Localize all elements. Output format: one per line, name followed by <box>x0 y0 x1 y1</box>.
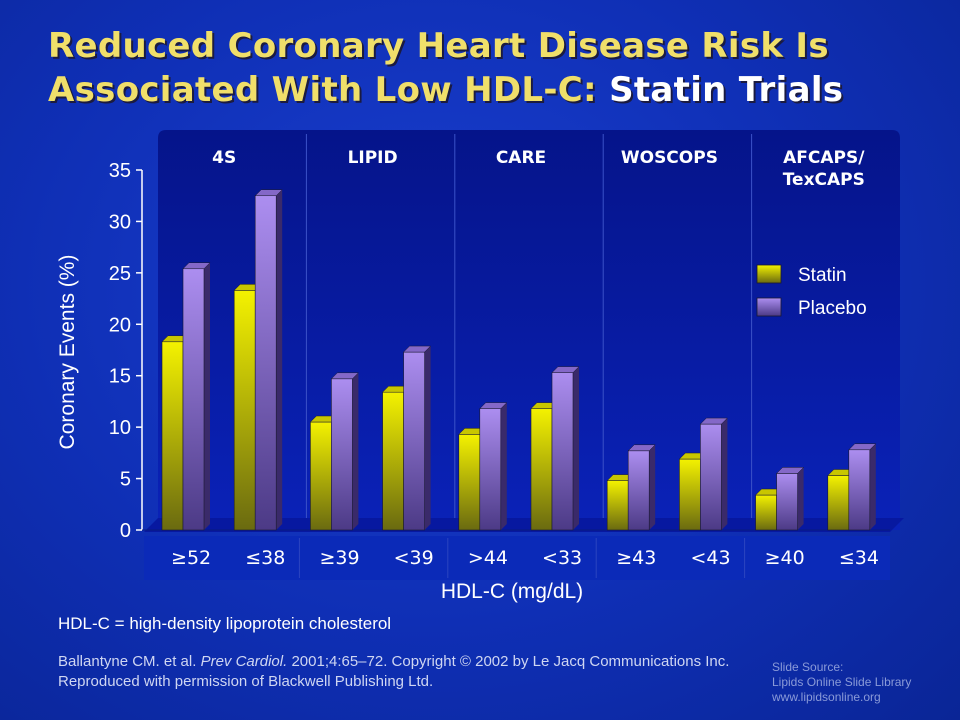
title-line-1: Reduced Coronary Heart Disease Risk Is <box>48 26 829 66</box>
statin-legend-swatch <box>756 264 782 284</box>
statin-bar <box>530 408 553 531</box>
statin-legend-label: Statin <box>798 265 847 286</box>
placebo-bar <box>776 473 798 531</box>
slide-source: Slide Source: Lipids Online Slide Librar… <box>772 660 911 705</box>
labels: 4S LIPID CARE WOSCOPS AFCAPS/TexCAPS ≥52 ≤38 ≥3… <box>171 148 879 569</box>
group-title: CARE <box>496 148 546 168</box>
category-label: <39 <box>394 547 434 569</box>
statin-bar <box>161 341 184 531</box>
category-label: ≤38 <box>245 547 285 569</box>
statin-bar <box>233 290 256 531</box>
y-tick-label: 0 <box>120 520 131 542</box>
placebo-bar <box>254 195 277 531</box>
placebo-bar-side <box>500 402 507 530</box>
placebo-bar-top <box>254 189 283 196</box>
placebo-bar-side <box>204 262 210 530</box>
statin-bar <box>458 434 481 531</box>
bars <box>161 189 877 531</box>
placebo-bar-top <box>182 262 211 269</box>
statin-bar <box>606 480 629 531</box>
source-line-2: Lipids Online Slide Library <box>772 675 912 689</box>
slide-title: Reduced Coronary Heart Disease Risk Is A… <box>48 24 948 112</box>
legend: Statin Placebo <box>756 264 867 319</box>
placebo-bar <box>551 372 574 531</box>
y-tick-label: 10 <box>109 417 131 439</box>
title-line-2: Associated With Low HDL-C: Statin Trials <box>48 68 948 112</box>
placebo-bar <box>627 450 650 531</box>
citation-details: 2001;4:65–72. Copyright © 2002 by Le Jac… <box>58 653 730 690</box>
category-label: ≥40 <box>765 547 805 569</box>
placebo-bar-top <box>627 444 656 452</box>
group-title: LIPID <box>348 148 398 168</box>
category-label: <33 <box>542 547 582 569</box>
placebo-legend-label: Placebo <box>798 298 867 319</box>
placebo-bar <box>331 378 353 531</box>
category-axis-band <box>144 536 890 580</box>
placebo-bar-side <box>869 443 876 530</box>
placebo-bar-side <box>649 444 656 530</box>
category-label: ≤34 <box>839 547 879 569</box>
placebo-bar-side <box>573 366 579 530</box>
placebo-bar-side <box>721 418 728 530</box>
placebo-bar <box>403 351 425 531</box>
group-title: TexCAPS <box>783 170 865 190</box>
placebo-bar <box>700 423 722 531</box>
y-tick-label: 5 <box>120 469 131 491</box>
placebo-bar-top <box>479 402 508 409</box>
footnote: HDL-C = high-density lipoprotein cholest… <box>58 614 392 633</box>
y-tick-label: 15 <box>109 366 131 388</box>
citation: Ballantyne CM. et al. Prev Cardiol. 2001… <box>58 652 738 692</box>
group-title: AFCAPS/ <box>783 148 865 168</box>
y-axis-label: Coronary Events (%) <box>56 255 79 450</box>
source-line-1: Slide Source: <box>772 660 844 674</box>
placebo-bar <box>479 408 502 531</box>
y-tick-label: 25 <box>109 263 131 285</box>
category-label: <43 <box>690 547 730 569</box>
category-label: >44 <box>468 547 508 569</box>
category-label: ≥43 <box>616 547 656 569</box>
placebo-bar-side <box>424 346 431 530</box>
source-line-3: www.lipidsonline.org <box>772 690 881 704</box>
placebo-bar-top <box>848 443 877 451</box>
statin-bar <box>827 475 850 531</box>
placebo-bar-side <box>276 189 283 530</box>
group-title: 4S <box>212 148 236 168</box>
y-tick-label: 30 <box>109 211 131 233</box>
y-tick-label: 35 <box>109 160 131 182</box>
placebo-bar-top <box>551 366 580 373</box>
placebo-bar-top <box>699 417 729 425</box>
x-axis-label: HDL-C (mg/dL) <box>441 580 583 603</box>
statin-bar <box>755 494 777 531</box>
group-title: WOSCOPS <box>621 148 718 168</box>
statin-bar <box>679 458 701 531</box>
placebo-bar-top <box>330 372 360 380</box>
category-label: ≥52 <box>171 547 211 569</box>
placebo-legend-swatch <box>756 297 782 317</box>
statin-bar <box>382 391 404 531</box>
title-line-2-accent: Statin Trials <box>609 70 844 110</box>
bar-chart: 0 5 10 15 20 25 30 35 Coronary Events (%) HDL-C (… <box>56 130 904 603</box>
statin-bar <box>310 421 332 531</box>
citation-journal: Prev Cardiol. <box>200 653 288 670</box>
citation-authors: Ballantyne CM. et al. <box>58 653 201 670</box>
placebo-bar-side <box>352 372 359 530</box>
category-label: ≥39 <box>319 547 359 569</box>
placebo-bar-top <box>402 345 432 353</box>
placebo-bar-top <box>775 467 805 474</box>
title-line-2-prefix: Associated With Low HDL-C: <box>48 70 610 110</box>
placebo-bar <box>848 449 871 531</box>
y-tick-label: 20 <box>109 314 131 336</box>
placebo-bar-side <box>797 467 804 530</box>
placebo-bar <box>182 268 205 531</box>
